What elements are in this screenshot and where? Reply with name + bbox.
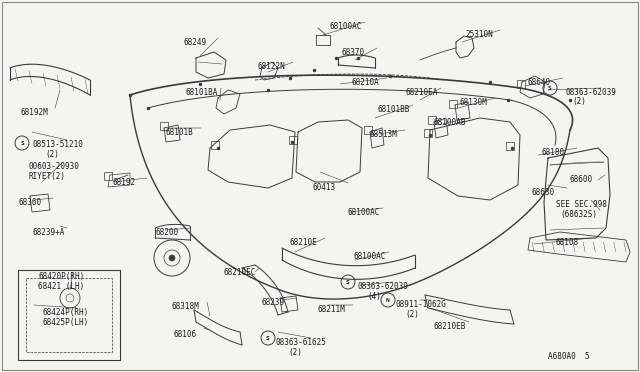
Text: 68101B: 68101B [166,128,194,137]
Bar [517,80,525,88]
Text: 68130M: 68130M [460,98,488,107]
Text: 68200: 68200 [156,228,179,237]
Bar [449,100,457,108]
Text: 68600: 68600 [570,175,593,184]
Text: 68106: 68106 [174,330,197,339]
Text: 68239+A: 68239+A [32,228,65,237]
Text: 68425P(LH): 68425P(LH) [42,318,88,327]
Text: 68100AB: 68100AB [434,118,467,127]
Text: (68632S): (68632S) [560,210,597,219]
Text: 68100AC: 68100AC [354,252,387,261]
Text: 68100AC: 68100AC [330,22,362,31]
Text: 68100AC: 68100AC [348,208,380,217]
Text: 68421 (LH): 68421 (LH) [38,282,84,291]
Text: 68101BA: 68101BA [186,88,218,97]
Bar [289,136,297,144]
Text: S: S [20,141,24,145]
Text: SEE SEC.998: SEE SEC.998 [556,200,607,209]
Text: 00603-20930: 00603-20930 [28,162,79,171]
Text: 08363-62039: 08363-62039 [566,88,617,97]
Text: 68640: 68640 [528,78,551,87]
Text: 68318M: 68318M [172,302,200,311]
Text: (2): (2) [572,97,586,106]
Text: 60413: 60413 [313,183,336,192]
Text: 68249: 68249 [183,38,206,47]
Text: 68210A: 68210A [352,78,380,87]
Bar [428,116,436,124]
Text: 68424P(RH): 68424P(RH) [42,308,88,317]
Text: 68630: 68630 [532,188,555,197]
Bar [160,122,168,130]
Text: (2): (2) [288,348,302,357]
Text: 68192: 68192 [112,178,135,187]
Text: S: S [346,279,350,285]
Text: 68180: 68180 [542,148,565,157]
Text: N: N [386,298,390,302]
Text: 68360: 68360 [18,198,41,207]
Text: RIYET(2): RIYET(2) [28,172,65,181]
Text: 68210EB: 68210EB [434,322,467,331]
Bar [104,172,112,180]
Text: 68370: 68370 [342,48,365,57]
Text: 08513-51210: 08513-51210 [32,140,83,149]
Text: (2): (2) [45,150,59,159]
Text: (2): (2) [405,310,419,319]
Text: 68192M: 68192M [20,108,48,117]
Text: 68108: 68108 [556,238,579,247]
Text: (4): (4) [367,292,381,301]
Text: 68101BB: 68101BB [378,105,410,114]
Text: S: S [266,336,270,340]
Bar [506,142,514,150]
Text: 68211M: 68211M [318,305,346,314]
Text: A680A0  5: A680A0 5 [548,352,589,361]
Text: 68513M: 68513M [370,130,397,139]
Text: 68239: 68239 [262,298,285,307]
Text: 68210EA: 68210EA [406,88,438,97]
Text: 08911-1062G: 08911-1062G [396,300,447,309]
Bar [364,126,372,134]
Text: 25310N: 25310N [465,30,493,39]
Text: 68210EC: 68210EC [224,268,257,277]
Text: S: S [548,86,552,90]
Bar [424,129,432,137]
Text: 08363-61625: 08363-61625 [276,338,327,347]
Text: 68420P(RH): 68420P(RH) [38,272,84,281]
Circle shape [169,255,175,261]
Text: 68210E: 68210E [290,238,317,247]
Text: 08363-62039: 08363-62039 [358,282,409,291]
Bar [211,141,219,149]
Text: 68122N: 68122N [258,62,285,71]
